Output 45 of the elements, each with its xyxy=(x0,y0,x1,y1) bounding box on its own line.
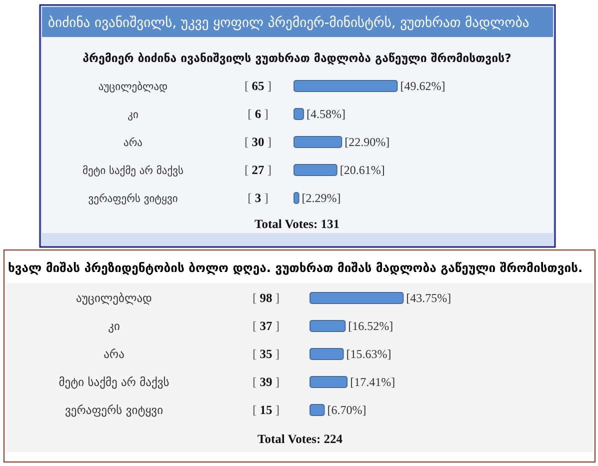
bar xyxy=(310,292,404,304)
data-label: [16.52%] xyxy=(348,319,394,333)
data-label: [2.29%] xyxy=(302,191,341,205)
text: Total Votes: 131 xyxy=(254,217,340,231)
bar xyxy=(294,136,342,148)
bar xyxy=(294,108,304,120)
data-label: [17.41%] xyxy=(350,375,396,389)
y-tick-label: მეტი საქმე არ მაქვს xyxy=(58,375,170,389)
bar xyxy=(294,192,300,204)
bar xyxy=(310,320,346,332)
y-tick-label: ვერაფერს ვიტყვი xyxy=(88,193,178,205)
y-tick-label: არა xyxy=(104,347,125,361)
text: [ 30 ] xyxy=(244,135,272,149)
text: [ 27 ] xyxy=(244,163,272,177)
text: [ 15 ] xyxy=(252,403,280,417)
data-label: [15.63%] xyxy=(346,347,392,361)
data-label: [20.61%] xyxy=(340,163,385,177)
text: [ 98 ] xyxy=(252,291,280,305)
y-tick-label: ვერაფერს ვიტყვი xyxy=(64,403,164,417)
data-label: [49.62%] xyxy=(400,79,446,93)
y-tick-label: აუცილებლად xyxy=(98,81,168,93)
data-label: [6.70%] xyxy=(327,403,366,417)
text: [ 37 ] xyxy=(252,319,280,333)
text: [ 3 ] xyxy=(248,191,268,205)
y-tick-label: კი xyxy=(108,319,120,333)
bar xyxy=(294,80,398,92)
text: [ 39 ] xyxy=(252,375,280,389)
bar xyxy=(310,404,325,416)
y-tick-label: არა xyxy=(123,137,143,149)
y-tick-label: კი xyxy=(128,109,138,121)
chart-title: ხვალ მიშას პრეზიდენტობის ბოლო დღეა. ვუთხრათ მიშას მადლობა გაწეული შრომისთვის. xyxy=(8,261,583,275)
chart-title: ბიძინა ივანიშვილს, უკვე ყოფილ პრემიერ-მინისტრს, ვუთხრათ მადლობა xyxy=(48,15,530,31)
bar xyxy=(294,164,338,176)
bar xyxy=(310,376,348,388)
text: [ 35 ] xyxy=(252,347,280,361)
data-label: [4.58%] xyxy=(306,107,346,121)
text: Total Votes: 224 xyxy=(258,432,344,446)
text: [ 6 ] xyxy=(248,107,268,121)
text: [ 65 ] xyxy=(244,79,272,93)
y-tick-label: მეტი საქმე არ მაქვს xyxy=(82,165,184,177)
y-tick-label: აუცილებლად xyxy=(76,291,152,305)
bar xyxy=(310,348,344,360)
data-label: [22.90%] xyxy=(344,135,390,149)
chart-subtitle: პრემიერ ბიძინა ივანიშვილს ვუთხრათ მადლობა გაწეული შრომისთვის? xyxy=(82,51,512,65)
data-label: [43.75%] xyxy=(406,291,452,305)
